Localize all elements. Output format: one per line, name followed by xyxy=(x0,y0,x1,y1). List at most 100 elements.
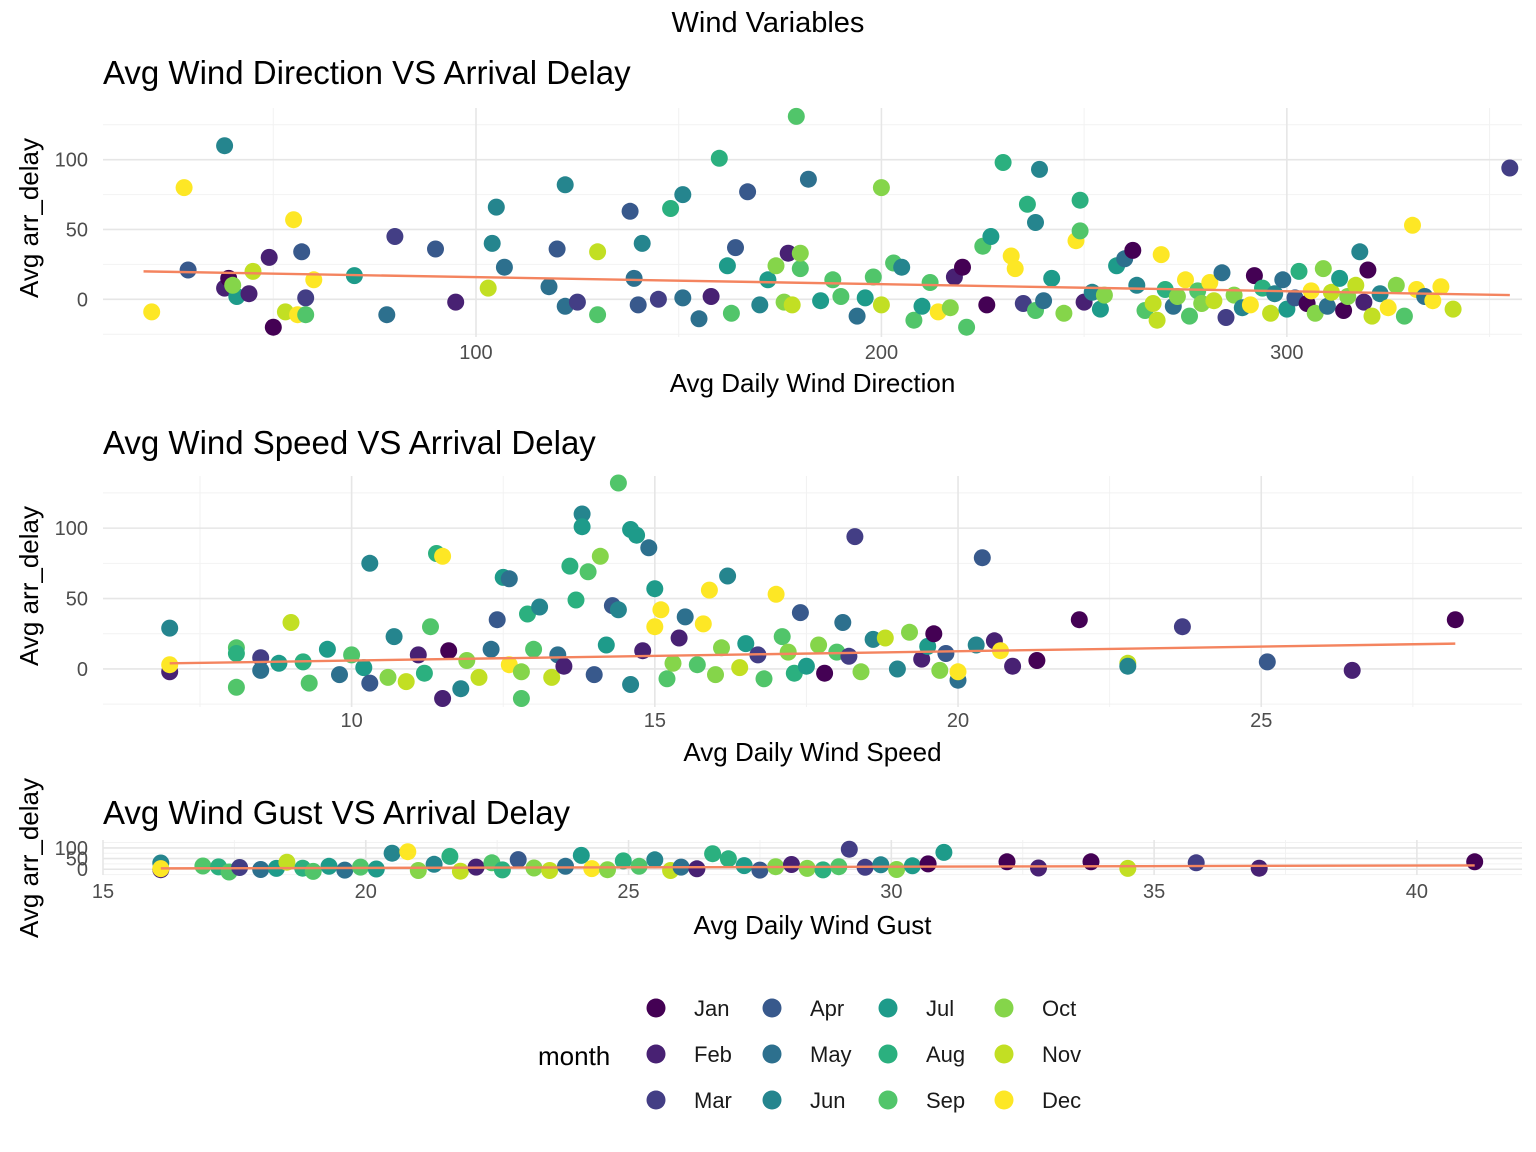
scatter-point xyxy=(531,598,549,616)
legend-swatch xyxy=(994,1090,1014,1110)
x-tick-label: 25 xyxy=(1250,710,1272,732)
scatter-point xyxy=(452,680,470,698)
scatter-point xyxy=(633,234,651,252)
scatter-point xyxy=(1266,285,1284,303)
scatter-point xyxy=(1241,296,1259,314)
scatter-point xyxy=(1424,292,1442,310)
scatter-point xyxy=(427,240,444,258)
scatter-point xyxy=(1347,276,1365,294)
scatter-point xyxy=(739,183,757,201)
scatter-point xyxy=(1035,292,1053,310)
scatter-point xyxy=(1258,653,1276,671)
scatter-point xyxy=(1027,214,1044,231)
scatter-point xyxy=(451,862,469,880)
scatter-point xyxy=(921,274,939,291)
scatter-point xyxy=(1379,299,1397,317)
scatter-point xyxy=(718,257,736,275)
scatter-point xyxy=(541,862,559,879)
scatter-point xyxy=(688,656,706,674)
scatter-point xyxy=(194,857,212,875)
scatter-point xyxy=(409,646,427,664)
scatter-point xyxy=(543,668,561,686)
scatter-point xyxy=(379,668,397,686)
x-tick-label: 20 xyxy=(355,881,377,903)
scatter-point xyxy=(1217,309,1235,326)
x-tick-label: 35 xyxy=(1143,881,1165,903)
scatter-point xyxy=(856,289,874,307)
scatter-point xyxy=(925,625,943,643)
scatter-point xyxy=(252,661,270,679)
scatter-point xyxy=(500,570,518,588)
scatter-point xyxy=(297,306,315,324)
scatter-point xyxy=(361,554,379,572)
scatter-point xyxy=(512,690,530,707)
scatter-point xyxy=(572,846,590,864)
trend-line xyxy=(143,270,1510,297)
scatter-point xyxy=(573,518,591,536)
legend-item-aug: Aug xyxy=(878,1042,965,1067)
legend-item-apr: Apr xyxy=(762,996,844,1021)
scatter-point xyxy=(1444,300,1462,318)
legend-swatch xyxy=(762,998,782,1018)
scatter-point xyxy=(422,618,439,636)
y-tick-label: 100 xyxy=(55,518,88,540)
scatter-point xyxy=(1201,274,1219,291)
points xyxy=(161,474,1464,707)
scatter-point xyxy=(982,228,1000,245)
scatter-point xyxy=(783,296,801,314)
scatter-point xyxy=(662,200,680,217)
scatter-point xyxy=(1213,264,1231,282)
scatter-point xyxy=(791,244,809,262)
scatter-point xyxy=(227,645,245,662)
scatter-point xyxy=(385,628,403,646)
scatter-point xyxy=(458,652,476,669)
scatter-point xyxy=(797,657,815,675)
scatter-point xyxy=(719,850,737,868)
grid xyxy=(103,108,1522,337)
scatter-point xyxy=(561,557,579,575)
scatter-point xyxy=(773,628,791,646)
scatter-point xyxy=(625,269,643,287)
scatter-point xyxy=(998,853,1016,871)
legend-swatch xyxy=(762,1044,782,1064)
scatter-point xyxy=(487,198,505,216)
scatter-point xyxy=(727,239,744,257)
legend-label: Mar xyxy=(694,1088,732,1113)
scatter-point xyxy=(585,666,603,684)
scatter-point xyxy=(1432,278,1450,296)
scatter-point xyxy=(674,186,692,204)
scatter-point xyxy=(383,844,401,862)
trend-line xyxy=(169,642,1456,665)
legend-swatch xyxy=(646,1090,666,1110)
scatter-point xyxy=(567,591,585,609)
scatter-point xyxy=(1043,269,1061,287)
scatter-point xyxy=(336,861,354,879)
scatter-point xyxy=(719,567,737,585)
x-tick-label: 30 xyxy=(880,881,902,903)
scatter-point xyxy=(1290,262,1308,280)
scatter-point xyxy=(949,663,967,681)
scatter-point xyxy=(143,303,161,321)
scatter-point xyxy=(812,292,830,310)
x-tick-label: 300 xyxy=(1270,342,1303,364)
y-tick-label: 50 xyxy=(66,219,88,241)
legend-label: Oct xyxy=(1042,996,1076,1021)
legend-swatch xyxy=(878,1090,898,1110)
scatter-point xyxy=(824,271,842,289)
scatter-point xyxy=(252,861,270,878)
scatter-point xyxy=(688,860,706,878)
scatter-point xyxy=(913,297,931,315)
legend-item-jun: Jun xyxy=(762,1088,845,1113)
scatter-point xyxy=(958,318,976,336)
scatter-point xyxy=(161,619,179,637)
x-tick-label: 100 xyxy=(459,342,492,364)
scatter-point xyxy=(179,261,197,279)
scatter-point xyxy=(707,666,724,684)
panel-title: Avg Wind Gust VS Arrival Delay xyxy=(103,794,571,831)
y-axis-label: Avg arr_delay xyxy=(14,138,44,298)
scatter-point xyxy=(161,656,179,674)
scatter-point xyxy=(759,271,777,289)
scatter-point xyxy=(1359,261,1377,279)
scatter-point xyxy=(1128,276,1146,294)
scatter-point xyxy=(937,645,955,662)
